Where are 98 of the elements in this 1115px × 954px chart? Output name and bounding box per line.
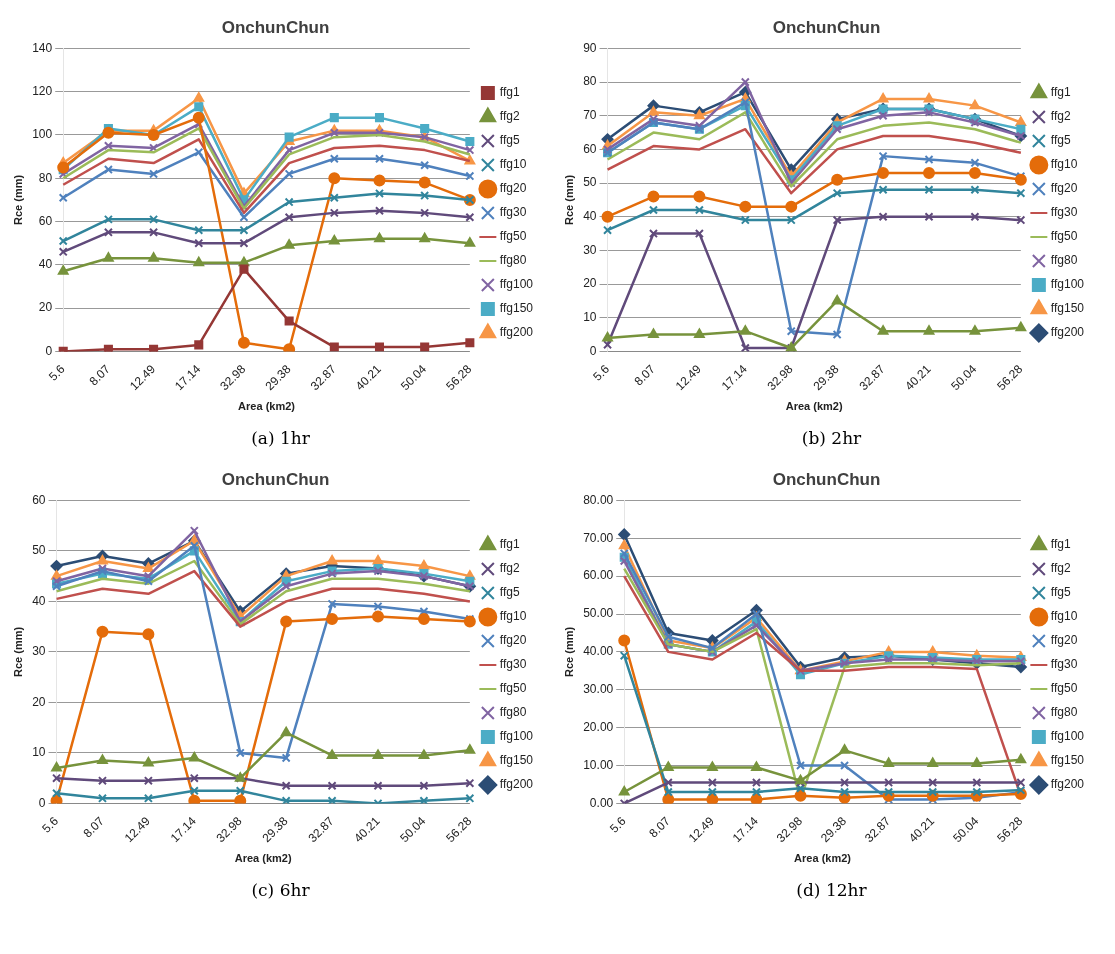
y-tick-label: 0.00 — [589, 795, 614, 810]
y-tick-label: 30 — [32, 644, 46, 659]
y-tick-label: 140 — [32, 40, 53, 55]
y-tick-label: 70.00 — [583, 530, 614, 545]
y-tick-label: 20 — [583, 276, 597, 291]
legend-label: ffg30 — [499, 205, 527, 220]
y-tick-label: 50.00 — [583, 606, 614, 621]
chart-title: OnchunChun — [221, 469, 330, 489]
legend-label: ffg10 — [499, 609, 527, 624]
legend-label: ffg50 — [1050, 229, 1078, 244]
legend-label: ffg50 — [499, 229, 527, 244]
y-tick-label: 120 — [32, 84, 53, 98]
legend-label: ffg10 — [499, 157, 527, 172]
y-tick-label: 50 — [32, 543, 46, 558]
legend-label: ffg1 — [499, 85, 520, 100]
legend-label: ffg1 — [499, 537, 520, 552]
chart-title: OnchunChun — [772, 17, 881, 37]
legend-label: ffg50 — [1050, 681, 1078, 696]
text: (a) 1hr — [250, 428, 311, 448]
legend-label: ffg1 — [1050, 85, 1071, 100]
y-axis-title: Rce (mm) — [562, 174, 575, 225]
chart-title: OnchunChun — [772, 469, 881, 489]
legend-label: ffg100 — [499, 729, 534, 744]
legend-label: ffg150 — [499, 301, 534, 316]
legend-label: ffg80 — [1050, 253, 1078, 268]
legend-label: ffg5 — [499, 585, 520, 600]
y-axis-title: Rce (mm) — [11, 174, 24, 225]
legend-label: ffg2 — [1050, 561, 1071, 576]
y-tick-label: 30 — [583, 242, 597, 257]
y-tick-label: 70 — [583, 108, 597, 123]
y-tick-label: 80.00 — [583, 492, 614, 507]
chart-title: OnchunChun — [221, 17, 330, 37]
legend-label: ffg1 — [1050, 537, 1071, 552]
y-tick-label: 50 — [583, 175, 597, 190]
legend-label: ffg150 — [499, 753, 534, 768]
legend-label: ffg30 — [499, 657, 527, 672]
y-tick-label: 40 — [38, 257, 53, 272]
x-axis-title: Area (km2) — [794, 852, 852, 865]
x-tick-label: 5.6 — [590, 361, 613, 384]
legend-label: ffg2 — [499, 109, 520, 124]
legend-label: ffg5 — [1050, 585, 1071, 600]
legend-label: ffg5 — [1050, 133, 1071, 148]
y-tick-label: 10 — [32, 745, 46, 760]
y-tick-label: 100 — [32, 127, 53, 142]
y-tick-label: 80 — [583, 74, 597, 89]
y-tick-label: 80 — [38, 170, 53, 185]
y-axis-title: Rce (mm) — [562, 626, 575, 677]
y-tick-label: 20 — [38, 300, 53, 315]
y-tick-label: 60 — [38, 213, 53, 228]
y-tick-label: 40.00 — [583, 644, 614, 659]
y-tick-label: 0 — [45, 343, 53, 358]
x-axis-title: Area (km2) — [238, 400, 296, 413]
text: (d) 12hr — [795, 880, 868, 900]
y-tick-label: 20.00 — [583, 719, 614, 734]
legend-label: ffg200 — [499, 777, 534, 792]
legend-label: ffg50 — [499, 681, 527, 696]
legend-label: ffg2 — [499, 561, 520, 576]
x-axis-title: Area (km2) — [234, 852, 292, 865]
legend-label: ffg10 — [1050, 609, 1078, 624]
legend-label: ffg200 — [1050, 325, 1085, 340]
text: (c) 6hr — [250, 880, 311, 900]
legend-label: ffg150 — [1050, 301, 1085, 316]
legend-label: ffg30 — [1050, 205, 1078, 220]
y-tick-label: 90 — [583, 40, 597, 55]
x-tick-label: 5.6 — [606, 813, 629, 836]
y-tick-label: 0 — [38, 795, 46, 810]
legend-label: ffg100 — [499, 277, 534, 292]
legend-label: ffg20 — [499, 181, 527, 196]
legend-label: ffg80 — [1050, 705, 1078, 720]
legend-label: ffg2 — [1050, 109, 1071, 124]
legend-label: ffg20 — [499, 633, 527, 648]
legend-label: ffg200 — [499, 325, 534, 340]
legend-label: ffg5 — [499, 133, 520, 148]
y-tick-label: 0 — [589, 343, 597, 358]
x-tick-label: 5.6 — [39, 813, 62, 836]
y-axis-title: Rce (mm) — [11, 626, 24, 677]
y-tick-label: 40 — [32, 593, 46, 608]
y-tick-label: 20 — [32, 694, 46, 709]
y-tick-label: 60 — [32, 492, 46, 507]
y-tick-label: 30.00 — [583, 682, 614, 697]
y-tick-label: 10.00 — [583, 757, 614, 772]
y-tick-label: 40 — [583, 209, 597, 224]
legend-label: ffg100 — [1050, 729, 1085, 744]
y-tick-label: 60.00 — [583, 568, 614, 583]
x-axis-title: Area (km2) — [785, 400, 843, 413]
legend-label: ffg80 — [499, 253, 527, 268]
text: (b) 2hr — [800, 428, 863, 448]
legend-label: ffg200 — [1050, 777, 1085, 792]
legend-label: ffg100 — [1050, 277, 1085, 292]
legend-label: ffg20 — [1050, 181, 1078, 196]
legend-label: ffg150 — [1050, 753, 1085, 768]
y-tick-label: 10 — [583, 310, 597, 325]
y-tick-label: 60 — [583, 141, 597, 156]
legend-label: ffg80 — [499, 705, 527, 720]
legend-label: ffg10 — [1050, 157, 1078, 172]
legend-label: ffg20 — [1050, 633, 1078, 648]
x-tick-label: 5.6 — [45, 361, 68, 384]
legend-label: ffg30 — [1050, 657, 1078, 672]
